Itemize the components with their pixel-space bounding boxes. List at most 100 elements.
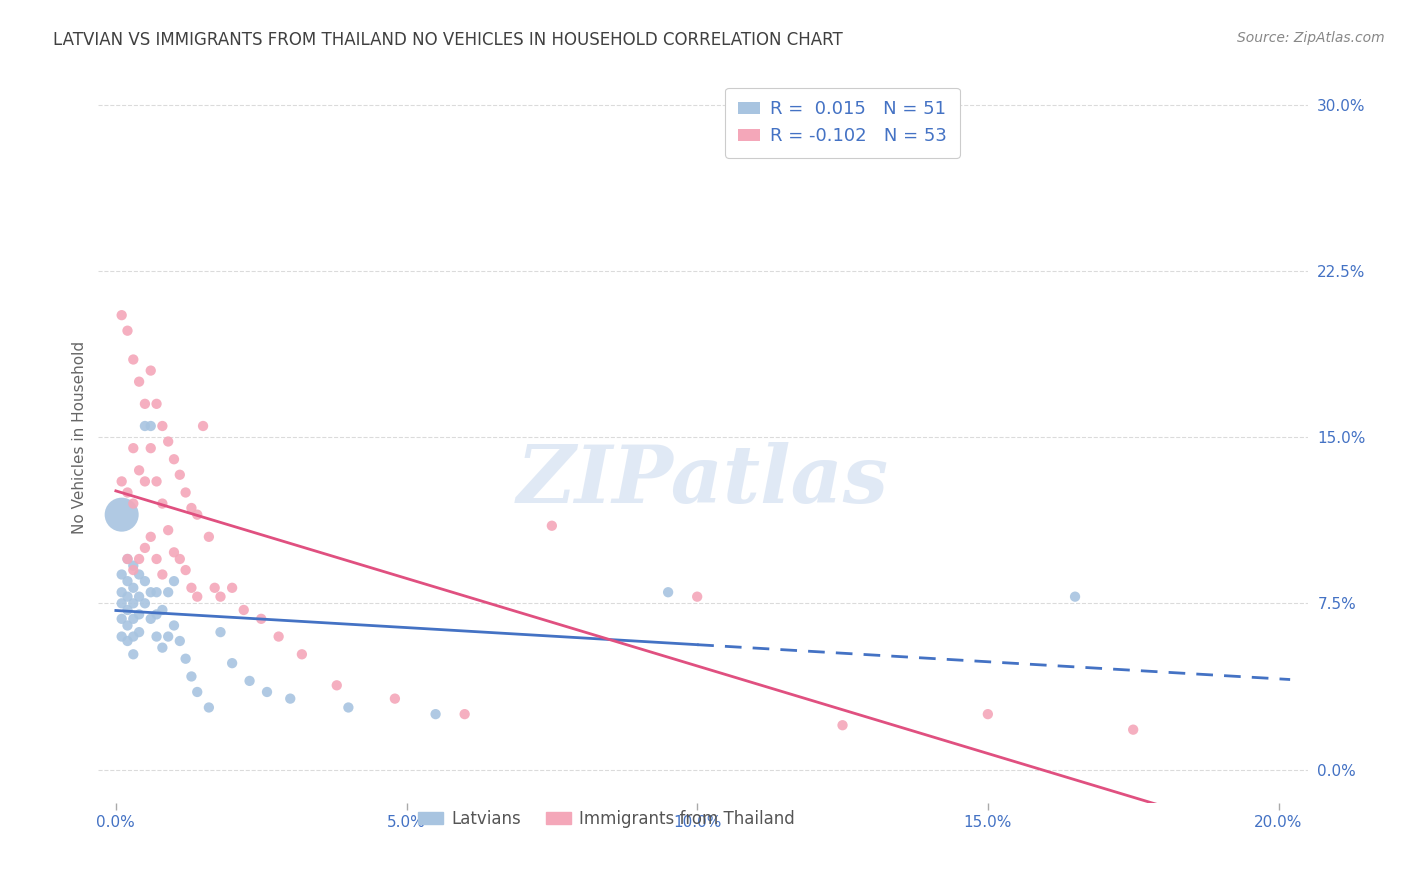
Point xyxy=(174,485,197,500)
Point xyxy=(145,607,167,622)
Point xyxy=(134,541,156,555)
Point xyxy=(1064,590,1087,604)
Point xyxy=(122,648,145,662)
Point xyxy=(128,463,150,477)
Point xyxy=(453,707,475,722)
Point xyxy=(122,612,145,626)
Point xyxy=(169,552,191,566)
Point xyxy=(540,518,562,533)
Point xyxy=(157,434,180,449)
Point xyxy=(150,419,173,434)
Point xyxy=(134,596,156,610)
Point xyxy=(128,625,150,640)
Point xyxy=(256,685,278,699)
Point xyxy=(337,700,360,714)
Point xyxy=(180,581,202,595)
Point xyxy=(122,497,145,511)
Point xyxy=(150,603,173,617)
Point xyxy=(169,634,191,648)
Point xyxy=(180,669,202,683)
Point xyxy=(267,630,290,644)
Point xyxy=(111,475,134,489)
Point xyxy=(186,508,208,522)
Point xyxy=(122,630,145,644)
Point xyxy=(163,574,186,589)
Point xyxy=(134,419,156,434)
Point xyxy=(221,581,243,595)
Text: LATVIAN VS IMMIGRANTS FROM THAILAND NO VEHICLES IN HOUSEHOLD CORRELATION CHART: LATVIAN VS IMMIGRANTS FROM THAILAND NO V… xyxy=(53,31,844,49)
Point xyxy=(150,497,173,511)
Point xyxy=(117,590,139,604)
Point xyxy=(239,673,262,688)
Point xyxy=(111,308,134,322)
Point xyxy=(145,397,167,411)
Text: ZIPatlas: ZIPatlas xyxy=(517,442,889,520)
Point xyxy=(174,563,197,577)
Point xyxy=(163,545,186,559)
Point xyxy=(122,581,145,595)
Point xyxy=(278,691,301,706)
Point xyxy=(139,441,162,455)
Point xyxy=(117,603,139,617)
Point xyxy=(221,656,243,670)
Point xyxy=(157,630,180,644)
Point xyxy=(204,581,226,595)
Point xyxy=(111,596,134,610)
Point xyxy=(186,685,208,699)
Point xyxy=(145,552,167,566)
Point xyxy=(150,567,173,582)
Point xyxy=(291,648,314,662)
Point xyxy=(163,452,186,467)
Point xyxy=(174,651,197,665)
Point xyxy=(122,596,145,610)
Point xyxy=(425,707,447,722)
Point xyxy=(169,467,191,482)
Point xyxy=(186,590,208,604)
Point xyxy=(139,585,162,599)
Point xyxy=(145,475,167,489)
Point xyxy=(209,590,232,604)
Point xyxy=(198,700,221,714)
Y-axis label: No Vehicles in Household: No Vehicles in Household xyxy=(72,341,87,533)
Point xyxy=(191,419,214,434)
Point xyxy=(198,530,221,544)
Point xyxy=(111,508,134,522)
Point xyxy=(128,607,150,622)
Point xyxy=(977,707,1000,722)
Point xyxy=(122,352,145,367)
Point xyxy=(384,691,406,706)
Point xyxy=(831,718,853,732)
Point xyxy=(139,363,162,377)
Point xyxy=(250,612,273,626)
Point xyxy=(157,585,180,599)
Point xyxy=(122,558,145,573)
Point xyxy=(128,375,150,389)
Point xyxy=(1122,723,1144,737)
Point xyxy=(117,552,139,566)
Point xyxy=(111,612,134,626)
Point xyxy=(111,567,134,582)
Point xyxy=(134,397,156,411)
Point xyxy=(139,530,162,544)
Point xyxy=(180,501,202,516)
Point xyxy=(111,585,134,599)
Point xyxy=(117,485,139,500)
Point xyxy=(163,618,186,632)
Point xyxy=(117,324,139,338)
Legend: Latvians, Immigrants from Thailand: Latvians, Immigrants from Thailand xyxy=(411,804,801,835)
Point xyxy=(157,523,180,537)
Point xyxy=(117,574,139,589)
Point xyxy=(117,552,139,566)
Point xyxy=(117,618,139,632)
Point xyxy=(657,585,679,599)
Point xyxy=(145,630,167,644)
Point xyxy=(686,590,709,604)
Point xyxy=(128,567,150,582)
Point xyxy=(134,475,156,489)
Point xyxy=(139,612,162,626)
Text: Source: ZipAtlas.com: Source: ZipAtlas.com xyxy=(1237,31,1385,45)
Point xyxy=(111,630,134,644)
Point xyxy=(145,585,167,599)
Point xyxy=(209,625,232,640)
Point xyxy=(122,441,145,455)
